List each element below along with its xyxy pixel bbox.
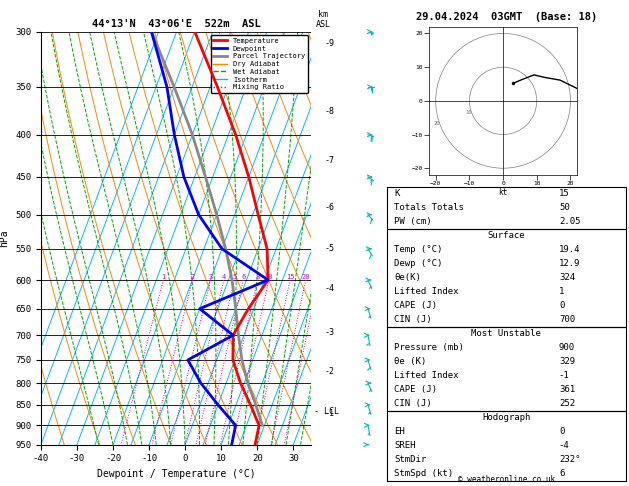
Text: 20: 20 [301,274,310,280]
Text: 5: 5 [232,274,237,280]
Text: 19.4: 19.4 [559,244,581,254]
Text: -5: -5 [325,244,335,253]
Text: Pressure (mb): Pressure (mb) [394,343,464,351]
Text: 329: 329 [559,357,575,365]
Text: EH: EH [394,427,404,435]
Text: Surface: Surface [487,230,525,240]
Text: 10: 10 [465,110,471,115]
Text: km
ASL: km ASL [316,10,330,29]
Text: 1: 1 [161,274,165,280]
X-axis label: Dewpoint / Temperature (°C): Dewpoint / Temperature (°C) [97,469,255,479]
Text: 2.05: 2.05 [559,217,581,226]
Text: 6: 6 [559,469,564,478]
Text: StmSpd (kt): StmSpd (kt) [394,469,453,478]
Text: CIN (J): CIN (J) [394,399,431,408]
Text: -6: -6 [325,203,335,212]
Text: © weatheronline.co.uk: © weatheronline.co.uk [458,474,555,484]
Text: θe (K): θe (K) [394,357,426,365]
Text: 252: 252 [559,399,575,408]
Text: 12.9: 12.9 [559,259,581,268]
Text: -9: -9 [325,39,335,48]
Text: 3: 3 [208,274,213,280]
Text: -4: -4 [325,284,335,294]
Text: -1: -1 [559,371,570,380]
Text: Lifted Index: Lifted Index [394,371,459,380]
Text: - LCL: - LCL [314,407,340,416]
Text: 1: 1 [559,287,564,295]
Title: 44°13'N  43°06'E  522m  ASL: 44°13'N 43°06'E 522m ASL [92,19,260,30]
Text: Lifted Index: Lifted Index [394,287,459,295]
Text: CIN (J): CIN (J) [394,314,431,324]
Y-axis label: hPa: hPa [0,229,9,247]
Text: 20: 20 [433,122,440,126]
Text: Most Unstable: Most Unstable [471,329,542,338]
Text: -7: -7 [325,156,335,165]
Text: PW (cm): PW (cm) [394,217,431,226]
Text: 10: 10 [265,274,273,280]
Text: -4: -4 [559,441,570,450]
Text: 2: 2 [191,274,194,280]
Text: SREH: SREH [394,441,416,450]
Text: 900: 900 [559,343,575,351]
Text: 6: 6 [241,274,245,280]
Text: 4: 4 [222,274,226,280]
Text: 232°: 232° [559,454,581,464]
Text: Dewp (°C): Dewp (°C) [394,259,442,268]
Legend: Temperature, Dewpoint, Parcel Trajectory, Dry Adiabat, Wet Adiabat, Isotherm, Mi: Temperature, Dewpoint, Parcel Trajectory… [211,35,308,93]
Text: 15: 15 [559,189,570,198]
Text: StmDir: StmDir [394,454,426,464]
Text: 0: 0 [559,427,564,435]
Text: Totals Totals: Totals Totals [394,203,464,211]
Text: 50: 50 [559,203,570,211]
Text: θe(K): θe(K) [394,273,421,281]
Text: CAPE (J): CAPE (J) [394,384,437,394]
Text: 324: 324 [559,273,575,281]
Text: -8: -8 [325,107,335,116]
Text: -1: -1 [325,409,335,417]
Text: K: K [394,189,399,198]
Text: 361: 361 [559,384,575,394]
Text: Temp (°C): Temp (°C) [394,244,442,254]
Text: 700: 700 [559,314,575,324]
X-axis label: kt: kt [498,188,508,197]
Text: -2: -2 [325,367,335,376]
Text: Hodograph: Hodograph [482,413,530,421]
Text: 8: 8 [255,274,260,280]
Text: 0: 0 [559,301,564,310]
Text: 15: 15 [286,274,294,280]
Text: CAPE (J): CAPE (J) [394,301,437,310]
Text: -3: -3 [325,328,335,337]
Text: 29.04.2024  03GMT  (Base: 18): 29.04.2024 03GMT (Base: 18) [416,12,597,22]
